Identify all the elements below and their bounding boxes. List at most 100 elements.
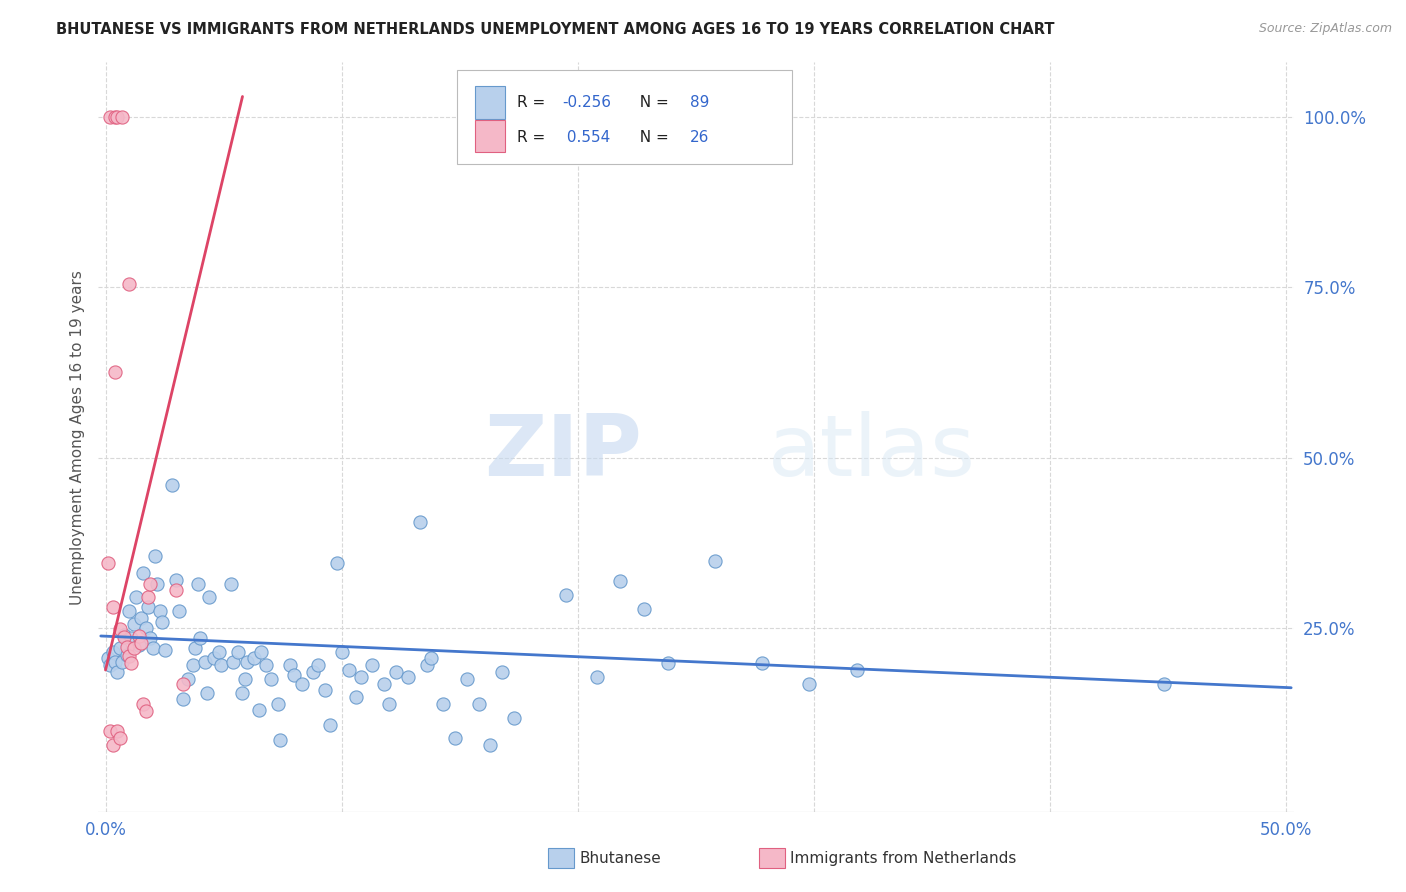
Point [115, 648, 138, 662]
Point [165, 583, 187, 598]
Point [267, 697, 290, 711]
Text: R =: R = [517, 130, 550, 145]
Point [751, 657, 773, 671]
Point [503, 711, 526, 725]
Point [97, 651, 120, 665]
Point [108, 731, 131, 746]
Point [344, 690, 367, 705]
Point [226, 645, 249, 659]
Point [330, 645, 353, 659]
Point [195, 685, 218, 699]
Point [385, 665, 408, 679]
Point [633, 601, 655, 615]
Point [172, 692, 194, 706]
Point [118, 277, 141, 291]
Text: 26: 26 [690, 130, 710, 145]
Point [101, 600, 124, 615]
Bar [475, 87, 505, 119]
Point [337, 663, 360, 677]
Point [703, 554, 725, 568]
Point [361, 658, 384, 673]
Point [121, 631, 143, 645]
Text: Immigrants from Netherlands: Immigrants from Netherlands [790, 852, 1017, 866]
Point [799, 676, 821, 690]
Point [146, 576, 169, 591]
Text: -0.256: -0.256 [562, 95, 612, 110]
Point [104, 365, 127, 379]
Point [585, 670, 607, 684]
Point [105, 665, 128, 679]
Point [231, 685, 253, 699]
Point [128, 629, 150, 643]
Text: N =: N = [630, 95, 673, 110]
Point [98, 110, 121, 124]
Point [243, 651, 266, 665]
Point [307, 658, 329, 673]
Point [181, 658, 204, 673]
Point [194, 655, 217, 669]
Point [314, 683, 336, 698]
Point [167, 604, 190, 618]
Point [132, 697, 155, 711]
Point [122, 641, 145, 656]
Text: R =: R = [517, 95, 550, 110]
Point [373, 676, 395, 690]
Point [467, 697, 489, 711]
Y-axis label: Unemployment Among Ages 16 to 19 years: Unemployment Among Ages 16 to 19 years [69, 269, 84, 605]
Point [128, 638, 150, 652]
Point [105, 110, 128, 124]
Point [444, 731, 467, 746]
Point [121, 657, 143, 671]
Point [136, 590, 159, 604]
Point [98, 658, 121, 673]
Point [139, 631, 162, 645]
Point [143, 549, 166, 564]
Point [456, 672, 478, 686]
Point [112, 631, 135, 645]
Point [165, 573, 187, 587]
Point [657, 657, 679, 671]
Point [269, 733, 291, 747]
Point [1153, 676, 1175, 690]
Point [302, 665, 325, 679]
Text: Bhutanese: Bhutanese [579, 852, 661, 866]
Point [378, 697, 401, 711]
Bar [475, 120, 505, 153]
Point [139, 576, 162, 591]
Point [283, 668, 305, 682]
Point [236, 655, 259, 669]
Point [132, 566, 155, 581]
Point [396, 670, 419, 684]
Point [101, 738, 124, 752]
Point [609, 574, 631, 589]
Point [118, 649, 141, 664]
Point [319, 717, 342, 731]
Point [122, 617, 145, 632]
Point [222, 655, 245, 669]
Point [349, 670, 371, 684]
Point [153, 642, 176, 657]
Text: atlas: atlas [768, 410, 976, 493]
Point [125, 590, 148, 604]
Point [233, 672, 256, 686]
Point [136, 600, 159, 615]
Point [105, 724, 128, 739]
Point [260, 672, 283, 686]
Point [97, 556, 120, 570]
Point [219, 576, 242, 591]
Point [129, 610, 152, 624]
Point [149, 604, 172, 618]
Point [184, 641, 207, 656]
Text: 89: 89 [690, 95, 710, 110]
Point [845, 663, 868, 677]
Point [202, 651, 225, 665]
Point [290, 676, 312, 690]
Point [98, 724, 121, 739]
Point [104, 110, 127, 124]
Point [177, 672, 200, 686]
Point [111, 110, 134, 124]
Text: N =: N = [630, 130, 673, 145]
Point [112, 627, 135, 641]
Point [129, 636, 152, 650]
Point [432, 697, 454, 711]
